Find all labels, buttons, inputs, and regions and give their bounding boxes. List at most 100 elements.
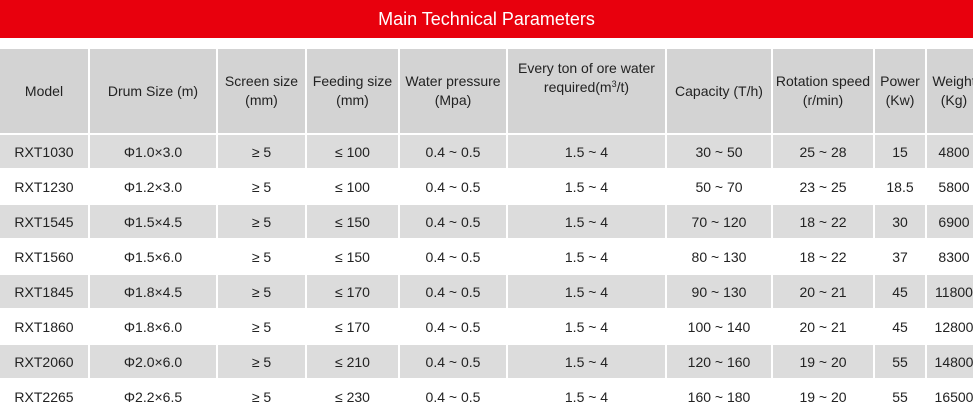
cell-weight: 4800 [927, 135, 973, 168]
cell-rotation-speed: 20 ~ 21 [773, 275, 873, 308]
cell-model: RXT1030 [0, 135, 88, 168]
cell-water-per-ton: 1.5 ~ 4 [508, 170, 665, 203]
cell-screen-size: ≥ 5 [218, 380, 305, 413]
header-water-pressure: Water pressure (Mpa) [400, 49, 506, 133]
cell-water-per-ton: 1.5 ~ 4 [508, 135, 665, 168]
cell-water-per-ton: 1.5 ~ 4 [508, 205, 665, 238]
table-title: Main Technical Parameters [0, 0, 973, 38]
cell-drum-size: Φ1.0×3.0 [90, 135, 216, 168]
cell-water-per-ton: 1.5 ~ 4 [508, 275, 665, 308]
cell-weight: 6900 [927, 205, 973, 238]
cell-capacity: 50 ~ 70 [667, 170, 771, 203]
cell-capacity: 80 ~ 130 [667, 240, 771, 273]
cell-drum-size: Φ1.5×4.5 [90, 205, 216, 238]
cell-screen-size: ≥ 5 [218, 135, 305, 168]
cell-capacity: 30 ~ 50 [667, 135, 771, 168]
header-water-per-ton-sup: 3 [611, 79, 617, 89]
cell-capacity: 120 ~ 160 [667, 345, 771, 378]
cell-feeding-size: ≤ 150 [307, 240, 398, 273]
header-feeding-size: Feeding size (mm) [307, 49, 398, 133]
cell-drum-size: Φ2.2×6.5 [90, 380, 216, 413]
cell-weight: 14800 [927, 345, 973, 378]
header-drum-size: Drum Size (m) [90, 49, 216, 133]
cell-power: 37 [875, 240, 925, 273]
cell-weight: 11800 [927, 275, 973, 308]
header-screen-size: Screen size (mm) [218, 49, 305, 133]
header-model: Model [0, 49, 88, 133]
cell-water-per-ton: 1.5 ~ 4 [508, 240, 665, 273]
header-water-per-ton: Every ton of ore water required(m3/t) [508, 49, 665, 133]
cell-power: 18.5 [875, 170, 925, 203]
cell-model: RXT1230 [0, 170, 88, 203]
cell-feeding-size: ≤ 170 [307, 275, 398, 308]
cell-rotation-speed: 25 ~ 28 [773, 135, 873, 168]
cell-drum-size: Φ1.5×6.0 [90, 240, 216, 273]
cell-capacity: 100 ~ 140 [667, 310, 771, 343]
cell-water-per-ton: 1.5 ~ 4 [508, 380, 665, 413]
cell-capacity: 90 ~ 130 [667, 275, 771, 308]
header-water-per-ton-unit: /t) [616, 79, 630, 95]
cell-model: RXT2060 [0, 345, 88, 378]
cell-rotation-speed: 20 ~ 21 [773, 310, 873, 343]
cell-screen-size: ≥ 5 [218, 170, 305, 203]
header-capacity: Capacity (T/h) [667, 49, 771, 133]
cell-feeding-size: ≤ 170 [307, 310, 398, 343]
header-water-per-ton-text: Every ton of ore water required(m [518, 60, 655, 95]
parameters-table: Model Drum Size (m) Screen size (mm) Fee… [0, 47, 973, 415]
cell-drum-size: Φ1.8×4.5 [90, 275, 216, 308]
cell-power: 55 [875, 380, 925, 413]
cell-drum-size: Φ1.2×3.0 [90, 170, 216, 203]
cell-feeding-size: ≤ 150 [307, 205, 398, 238]
cell-screen-size: ≥ 5 [218, 275, 305, 308]
cell-water-pressure: 0.4 ~ 0.5 [400, 345, 506, 378]
cell-drum-size: Φ1.8×6.0 [90, 310, 216, 343]
cell-water-per-ton: 1.5 ~ 4 [508, 345, 665, 378]
cell-rotation-speed: 19 ~ 20 [773, 345, 873, 378]
cell-water-per-ton: 1.5 ~ 4 [508, 310, 665, 343]
cell-water-pressure: 0.4 ~ 0.5 [400, 310, 506, 343]
header-weight: Weight (Kg) [927, 49, 973, 133]
cell-rotation-speed: 18 ~ 22 [773, 240, 873, 273]
cell-screen-size: ≥ 5 [218, 240, 305, 273]
cell-water-pressure: 0.4 ~ 0.5 [400, 275, 506, 308]
cell-rotation-speed: 18 ~ 22 [773, 205, 873, 238]
table-title-text: Main Technical Parameters [378, 8, 595, 29]
header-rotation-speed: Rotation speed (r/min) [773, 49, 873, 133]
cell-water-pressure: 0.4 ~ 0.5 [400, 135, 506, 168]
cell-rotation-speed: 19 ~ 20 [773, 380, 873, 413]
cell-water-pressure: 0.4 ~ 0.5 [400, 380, 506, 413]
cell-feeding-size: ≤ 100 [307, 170, 398, 203]
cell-screen-size: ≥ 5 [218, 310, 305, 343]
cell-feeding-size: ≤ 210 [307, 345, 398, 378]
cell-model: RXT1845 [0, 275, 88, 308]
cell-screen-size: ≥ 5 [218, 205, 305, 238]
cell-feeding-size: ≤ 100 [307, 135, 398, 168]
cell-rotation-speed: 23 ~ 25 [773, 170, 873, 203]
cell-capacity: 70 ~ 120 [667, 205, 771, 238]
cell-power: 45 [875, 310, 925, 343]
cell-model: RXT1560 [0, 240, 88, 273]
cell-model: RXT2265 [0, 380, 88, 413]
cell-feeding-size: ≤ 230 [307, 380, 398, 413]
cell-power: 30 [875, 205, 925, 238]
cell-model: RXT1860 [0, 310, 88, 343]
cell-capacity: 160 ~ 180 [667, 380, 771, 413]
cell-water-pressure: 0.4 ~ 0.5 [400, 205, 506, 238]
header-power: Power (Kw) [875, 49, 925, 133]
cell-weight: 16500 [927, 380, 973, 413]
cell-screen-size: ≥ 5 [218, 345, 305, 378]
cell-water-pressure: 0.4 ~ 0.5 [400, 240, 506, 273]
header-row: Model Drum Size (m) Screen size (mm) Fee… [0, 49, 973, 133]
cell-model: RXT1545 [0, 205, 88, 238]
cell-weight: 5800 [927, 170, 973, 203]
cell-power: 45 [875, 275, 925, 308]
cell-water-pressure: 0.4 ~ 0.5 [400, 170, 506, 203]
